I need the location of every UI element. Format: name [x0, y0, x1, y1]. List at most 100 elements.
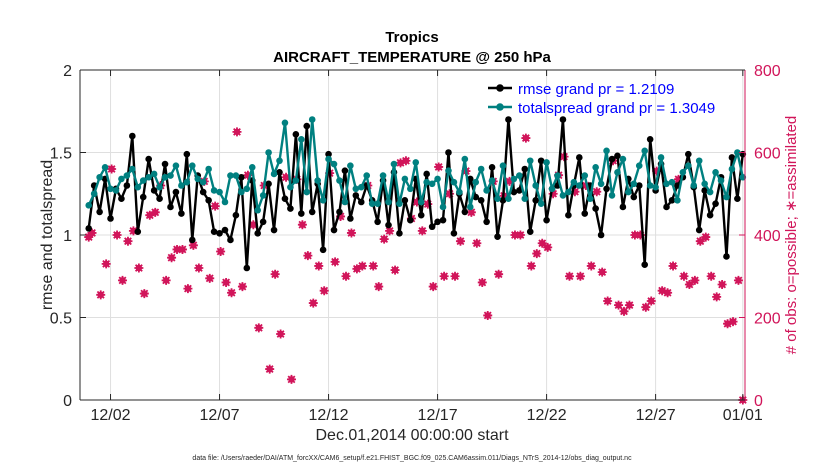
series-spread-point	[652, 183, 659, 191]
series-spread-point	[183, 178, 191, 186]
series-spread-point	[581, 172, 589, 179]
series-spread-point	[723, 193, 730, 201]
series-rmse-point	[445, 149, 452, 156]
obs-marker-star	[635, 230, 645, 240]
series-spread-point	[90, 190, 98, 198]
series-spread-point	[314, 177, 321, 184]
series-rmse-point	[494, 233, 501, 240]
series-spread-point	[706, 188, 714, 196]
obs-marker-star	[717, 280, 727, 289]
obs-marker-star	[172, 244, 182, 254]
series-spread-point	[107, 185, 114, 193]
series-spread-point	[499, 162, 507, 169]
obs-marker-star	[597, 267, 607, 277]
series-spread-point	[238, 188, 245, 196]
obs-marker-star	[123, 236, 133, 246]
obs-marker-star	[412, 197, 422, 207]
obs-marker-star	[194, 263, 204, 273]
series-spread-point	[276, 157, 283, 165]
series-spread-point	[254, 206, 261, 214]
obs-marker-star	[390, 265, 400, 275]
obs-marker	[237, 282, 247, 292]
series-rmse-point	[298, 210, 305, 217]
obs-marker	[564, 271, 574, 281]
obs-marker-star	[319, 286, 329, 296]
obs-marker-star	[652, 166, 662, 176]
series-rmse-point	[619, 203, 627, 211]
series-rmse-point	[287, 205, 294, 212]
series-spread-point	[526, 157, 534, 165]
series-spread-point	[608, 192, 616, 199]
obs-marker	[619, 306, 629, 316]
series-rmse-point	[396, 230, 403, 237]
series-rmse-point	[505, 116, 512, 123]
series-rmse-point	[543, 216, 550, 224]
x-tick-label: 12/02	[91, 407, 131, 424]
obs-marker	[624, 300, 634, 310]
obs-marker-star	[161, 275, 171, 285]
obs-marker-star	[134, 263, 144, 273]
series-spread-point	[603, 147, 610, 155]
obs-marker	[532, 249, 542, 259]
obs-marker-star	[472, 238, 482, 248]
obs-marker-star	[270, 269, 280, 279]
obs-marker	[712, 292, 722, 302]
legend: rmse grand pr = 1.2109 totalspread grand…	[488, 81, 715, 117]
y-tick-label-left: 2	[63, 63, 72, 80]
obs-marker	[701, 232, 711, 242]
series-rmse-point	[232, 211, 240, 219]
series-spread-point	[248, 164, 256, 171]
obs-marker	[303, 251, 313, 261]
series-spread-point	[428, 180, 436, 188]
obs-marker	[167, 253, 177, 263]
obs-marker-star	[401, 156, 411, 166]
obs-marker	[101, 259, 111, 269]
series-spread-point	[150, 170, 158, 178]
series-spread-point	[216, 188, 223, 196]
obs-marker-star	[641, 302, 651, 312]
series-rmse-point	[172, 188, 180, 196]
series-rmse-point	[428, 223, 436, 231]
series-rmse-point	[488, 164, 496, 171]
series-rmse-point	[265, 180, 272, 188]
obs-marker-star	[346, 228, 356, 238]
series-rmse-point	[276, 169, 283, 176]
obs-marker-star	[733, 275, 743, 285]
series-rmse-point	[663, 203, 670, 211]
obs-marker	[194, 263, 204, 273]
series-rmse-point	[461, 208, 469, 216]
series-spread-point	[554, 172, 561, 179]
series-rmse-point	[292, 131, 300, 138]
series-spread-point	[674, 197, 681, 204]
y-tick-label-right: 400	[754, 228, 781, 245]
series-spread-point	[586, 195, 594, 202]
series-spread-point	[308, 116, 316, 123]
obs-marker-star	[619, 306, 629, 316]
obs-marker-star	[379, 234, 389, 244]
series-spread-point	[330, 160, 338, 168]
series-rmse-point	[646, 136, 654, 143]
series-rmse-point	[385, 221, 392, 229]
series-spread-point	[668, 178, 676, 186]
obs-marker-star	[728, 317, 738, 327]
chart-title: Tropics	[385, 29, 438, 46]
obs-marker-star	[624, 300, 634, 310]
obs-marker	[521, 133, 531, 143]
series-rmse-point	[243, 264, 251, 272]
obs-marker	[450, 271, 460, 281]
series-rmse-point	[308, 208, 316, 216]
obs-marker-star	[107, 164, 117, 174]
chart-subtitle: AIRCRAFT_TEMPERATURE @ 250 hPa	[273, 49, 551, 66]
series-rmse-point	[129, 132, 136, 140]
obs-marker	[663, 288, 673, 298]
series-spread-point	[417, 198, 425, 206]
obs-marker	[728, 317, 738, 327]
obs-marker-star	[477, 277, 487, 287]
series-spread-point	[112, 187, 120, 194]
obs-marker	[684, 280, 694, 289]
series-rmse-point	[439, 216, 447, 224]
series-spread-point	[445, 167, 452, 174]
obs-marker	[526, 261, 536, 271]
series-spread-point	[123, 172, 131, 179]
obs-marker	[641, 302, 651, 312]
